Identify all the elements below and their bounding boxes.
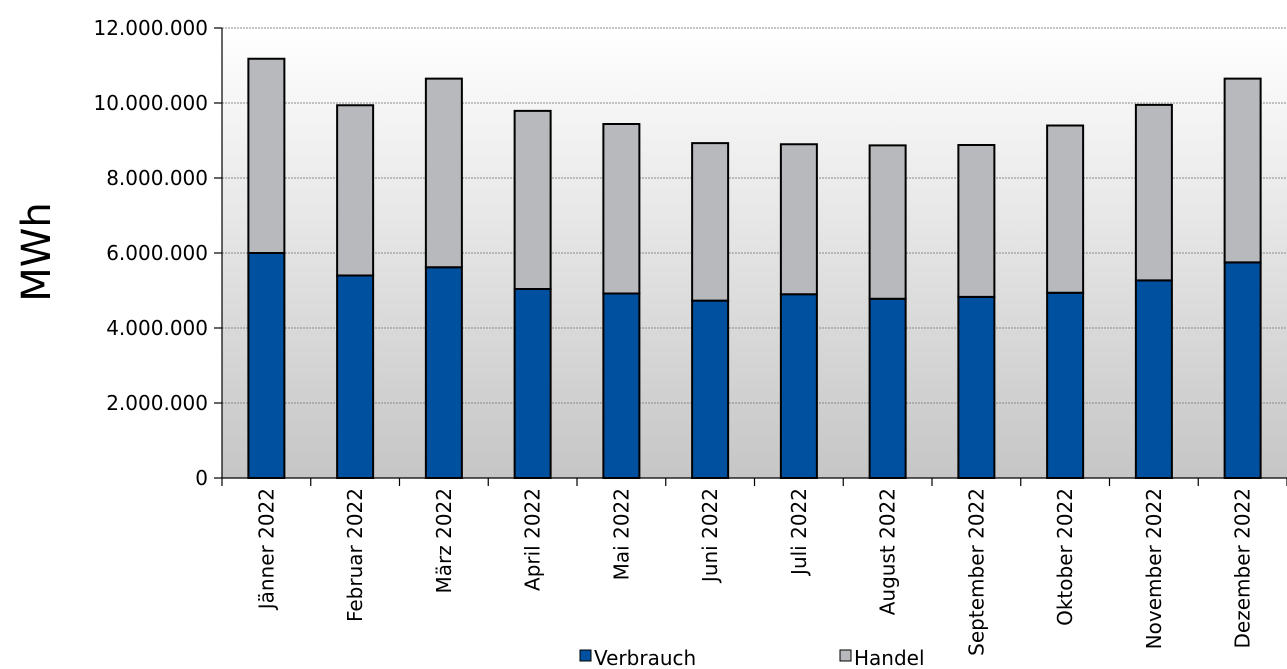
axes xyxy=(214,27,1287,486)
bars xyxy=(247,57,1262,479)
bar-verbrauch-6 xyxy=(691,299,730,479)
x-tick-label: September 2022 xyxy=(964,488,988,656)
bar-handel-2 xyxy=(336,104,375,277)
x-tick-label: Oktober 2022 xyxy=(1053,488,1077,626)
legend-swatch-verbrauch xyxy=(579,649,592,662)
bar-handel-5 xyxy=(602,123,641,295)
x-tick-label: März 2022 xyxy=(432,488,456,594)
y-tick-label: 10.000.000 xyxy=(93,91,208,115)
bar-verbrauch-4 xyxy=(513,288,552,479)
bar-verbrauch-10 xyxy=(1046,291,1085,479)
bar-verbrauch-12 xyxy=(1223,261,1262,479)
y-tick-label: 2.000.000 xyxy=(106,391,208,415)
gridlines xyxy=(222,27,1287,404)
x-tick-label: Februar 2022 xyxy=(343,488,367,622)
bar-handel-10 xyxy=(1046,124,1085,294)
x-tick-label: November 2022 xyxy=(1142,488,1166,649)
legend-label-handel: Handel xyxy=(854,646,925,669)
bar-verbrauch-7 xyxy=(779,293,818,479)
bar-handel-4 xyxy=(513,109,552,290)
bar-verbrauch-1 xyxy=(247,252,286,479)
bar-handel-12 xyxy=(1223,77,1262,264)
y-tick-label: 8.000.000 xyxy=(106,166,208,190)
bar-handel-9 xyxy=(957,144,996,298)
bar-handel-1 xyxy=(247,57,286,254)
y-tick-label: 12.000.000 xyxy=(93,16,208,40)
bar-verbrauch-5 xyxy=(602,292,641,479)
bar-verbrauch-11 xyxy=(1134,279,1173,479)
y-tick-label: 4.000.000 xyxy=(106,316,208,340)
x-tick-label: Juli 2022 xyxy=(787,488,811,577)
y-axis-label: MWh xyxy=(14,202,60,301)
bar-handel-3 xyxy=(424,77,463,269)
legend-swatch-handel xyxy=(839,649,852,662)
bar-verbrauch-3 xyxy=(424,266,463,479)
bar-handel-6 xyxy=(691,142,730,302)
x-tick-label: Juni 2022 xyxy=(698,488,722,584)
bar-handel-7 xyxy=(779,143,818,296)
x-tick-label: Mai 2022 xyxy=(609,488,633,580)
x-tick-label: Dezember 2022 xyxy=(1231,488,1255,648)
x-tick-label: April 2022 xyxy=(521,488,545,591)
bar-verbrauch-9 xyxy=(957,295,996,479)
bar-handel-8 xyxy=(868,144,907,300)
legend-item-handel: Handel xyxy=(839,646,925,669)
x-tick-labels: Jänner 2022 Februar 2022 März 2022 April 20… xyxy=(254,488,1254,656)
legend-label-verbrauch: Verbrauch xyxy=(594,646,696,669)
legend-item-verbrauch: Verbrauch xyxy=(579,646,696,669)
x-tick-label: August 2022 xyxy=(876,488,900,615)
y-tick-label: 6.000.000 xyxy=(106,241,208,265)
bar-handel-11 xyxy=(1134,103,1173,282)
legend: Verbrauch Handel xyxy=(579,646,925,669)
y-tick-labels: 0 2.000.000 4.000.000 6.000.000 8.000.000 10.… xyxy=(93,16,208,490)
x-tick-label: Jänner 2022 xyxy=(254,488,278,611)
bar-verbrauch-2 xyxy=(336,274,375,479)
bar-verbrauch-8 xyxy=(868,297,907,479)
y-tick-label: 0 xyxy=(195,466,208,490)
